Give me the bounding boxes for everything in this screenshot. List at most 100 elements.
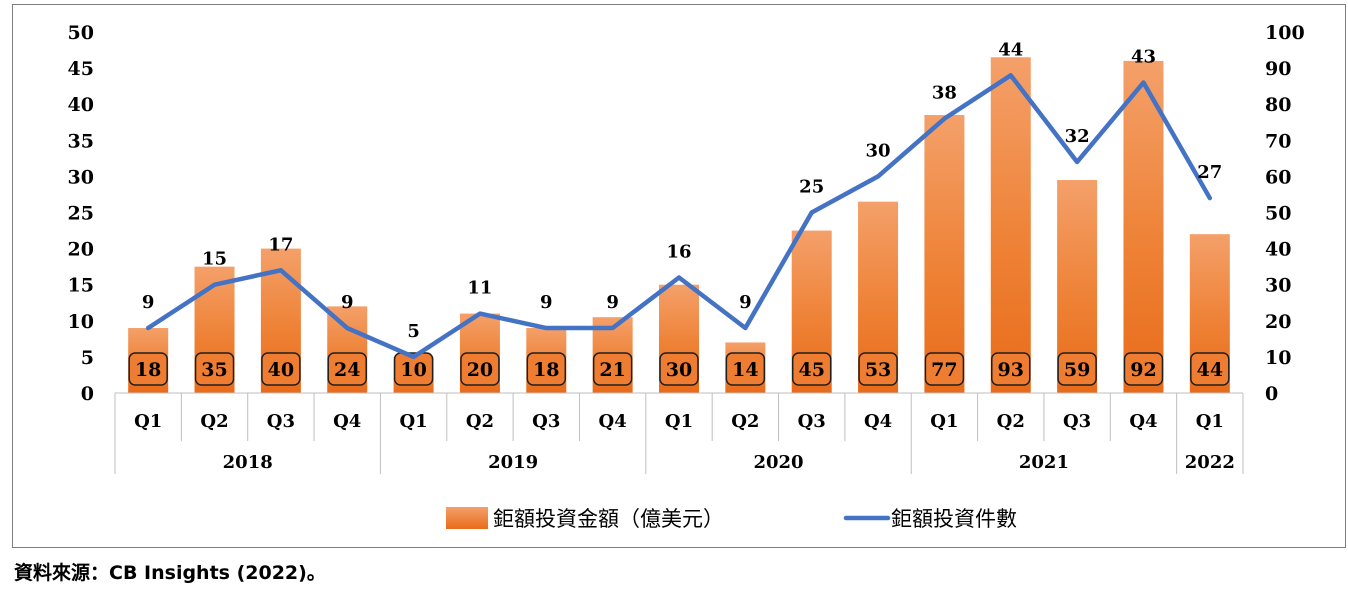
bar-data-label: 18 xyxy=(533,359,559,381)
bar-data-label: 24 xyxy=(334,359,360,381)
line-data-label: 38 xyxy=(932,83,957,104)
x-tick-label: Q2 xyxy=(200,411,228,432)
y-left-tick-label: 35 xyxy=(68,130,94,152)
line-data-label: 9 xyxy=(540,292,553,313)
y-right-tick-label: 40 xyxy=(1265,239,1291,261)
y-left-tick-label: 50 xyxy=(68,22,94,44)
bar-data-label-box xyxy=(393,352,434,386)
bar-data-label: 93 xyxy=(998,359,1024,381)
y-left-tick-label: 40 xyxy=(68,94,94,116)
line-series xyxy=(145,73,1213,360)
bar-data-label-box xyxy=(592,352,633,386)
bar-data-label: 21 xyxy=(599,359,625,381)
x-tick-label: Q4 xyxy=(864,411,892,432)
bar-data-label-box xyxy=(991,352,1031,386)
y-left-tick-label: 10 xyxy=(68,311,94,333)
y-left-tick-label: 20 xyxy=(68,239,94,261)
line-data-label: 16 xyxy=(666,241,691,262)
y-left-tick-label: 45 xyxy=(68,58,94,80)
line-data-label: 9 xyxy=(142,292,155,313)
line-data-label: 27 xyxy=(1197,162,1222,183)
y-right-tick-label: 30 xyxy=(1265,275,1291,297)
bar-data-label-box xyxy=(1057,352,1097,386)
line-data-label: 17 xyxy=(268,234,293,255)
line-data-label: 9 xyxy=(606,292,619,313)
line-data-label: 32 xyxy=(1065,126,1090,147)
x-tick-label: Q4 xyxy=(333,411,361,432)
bar-data-label-box xyxy=(1190,352,1230,386)
x-tick-label: Q1 xyxy=(399,411,427,432)
bar-data-label: 35 xyxy=(201,359,227,381)
y-right-tick-label: 0 xyxy=(1265,383,1278,405)
line-data-label: 30 xyxy=(866,140,891,161)
legend-bar-label: 鉅額投資金額（億美元） xyxy=(493,507,724,531)
bar-data-label-box xyxy=(725,352,766,386)
line-data-label: 43 xyxy=(1131,47,1156,68)
bar-data-label: 53 xyxy=(865,359,891,381)
line-data-label: 25 xyxy=(799,177,824,198)
y-left-tick-label: 0 xyxy=(81,383,94,405)
bar-data-label: 20 xyxy=(467,359,493,381)
x-tick-label: Q3 xyxy=(798,411,826,432)
x-tick-label: Q3 xyxy=(1063,411,1091,432)
x-tick-label: Q1 xyxy=(134,411,162,432)
bar-data-label: 10 xyxy=(400,359,426,381)
x-tick-label: Q1 xyxy=(930,411,958,432)
bar xyxy=(1123,60,1164,393)
y-left-tick-label: 5 xyxy=(81,347,94,369)
bar-data-label: 30 xyxy=(666,359,692,381)
line-data-label: 5 xyxy=(407,321,420,342)
line-data-label: 9 xyxy=(341,292,354,313)
y-right-tick-label: 70 xyxy=(1265,130,1291,152)
source-note: 資料來源：CB Insights (2022)。 xyxy=(14,562,326,584)
year-label: 2018 xyxy=(223,452,273,473)
year-label: 2021 xyxy=(1019,452,1069,473)
x-tick-label: Q2 xyxy=(731,411,759,432)
y-right-tick-label: 80 xyxy=(1265,94,1291,116)
bar-data-label-box xyxy=(526,352,567,386)
bar-data-label-box xyxy=(327,352,367,386)
bar-data-label-box xyxy=(858,352,898,386)
bar-data-label: 77 xyxy=(931,359,957,381)
line-data-label: 9 xyxy=(739,292,752,313)
year-label: 2020 xyxy=(753,452,803,473)
x-tick-label: Q1 xyxy=(665,411,693,432)
bar xyxy=(990,57,1031,394)
y-left-tick-label: 15 xyxy=(68,275,94,297)
bar xyxy=(924,115,965,393)
legend-line-label: 鉅額投資件數 xyxy=(891,507,1017,531)
bar-data-label-box xyxy=(261,352,301,386)
legend-bar-swatch xyxy=(446,507,488,529)
y-right-tick-label: 100 xyxy=(1265,22,1305,44)
x-tick-label: Q4 xyxy=(1129,411,1157,432)
y-right-tick-label: 50 xyxy=(1265,203,1291,225)
y-left-tick-label: 30 xyxy=(68,166,94,188)
bar-data-label-box xyxy=(460,352,500,386)
bar-data-label: 18 xyxy=(135,359,161,381)
y-left-tick-label: 25 xyxy=(68,203,94,225)
bar-data-label-box xyxy=(1123,352,1164,386)
line-data-label: 15 xyxy=(202,249,227,270)
line-data-label: 44 xyxy=(998,39,1023,60)
x-tick-label: Q2 xyxy=(997,411,1025,432)
bar-data-label-box xyxy=(791,352,832,386)
x-tick-label: Q4 xyxy=(599,411,627,432)
line-data-label: 11 xyxy=(467,278,492,299)
y-right-tick-label: 90 xyxy=(1265,58,1291,80)
x-tick-label: Q3 xyxy=(267,411,295,432)
x-tick-label: Q1 xyxy=(1196,411,1224,432)
bar-data-label-box xyxy=(659,352,699,386)
year-label: 2022 xyxy=(1185,452,1235,473)
bar-data-label: 45 xyxy=(798,359,824,381)
x-tick-label: Q3 xyxy=(532,411,560,432)
x-tick-label: Q2 xyxy=(466,411,494,432)
bar-data-label-box xyxy=(924,352,965,386)
y-right-tick-label: 60 xyxy=(1265,166,1291,188)
bar-data-label: 44 xyxy=(1197,359,1223,381)
bar-data-label: 59 xyxy=(1064,359,1090,381)
bar-data-label: 92 xyxy=(1130,359,1156,381)
bar-data-label-box xyxy=(128,352,168,386)
y-right-tick-label: 10 xyxy=(1265,347,1291,369)
y-right-tick-label: 20 xyxy=(1265,311,1291,333)
